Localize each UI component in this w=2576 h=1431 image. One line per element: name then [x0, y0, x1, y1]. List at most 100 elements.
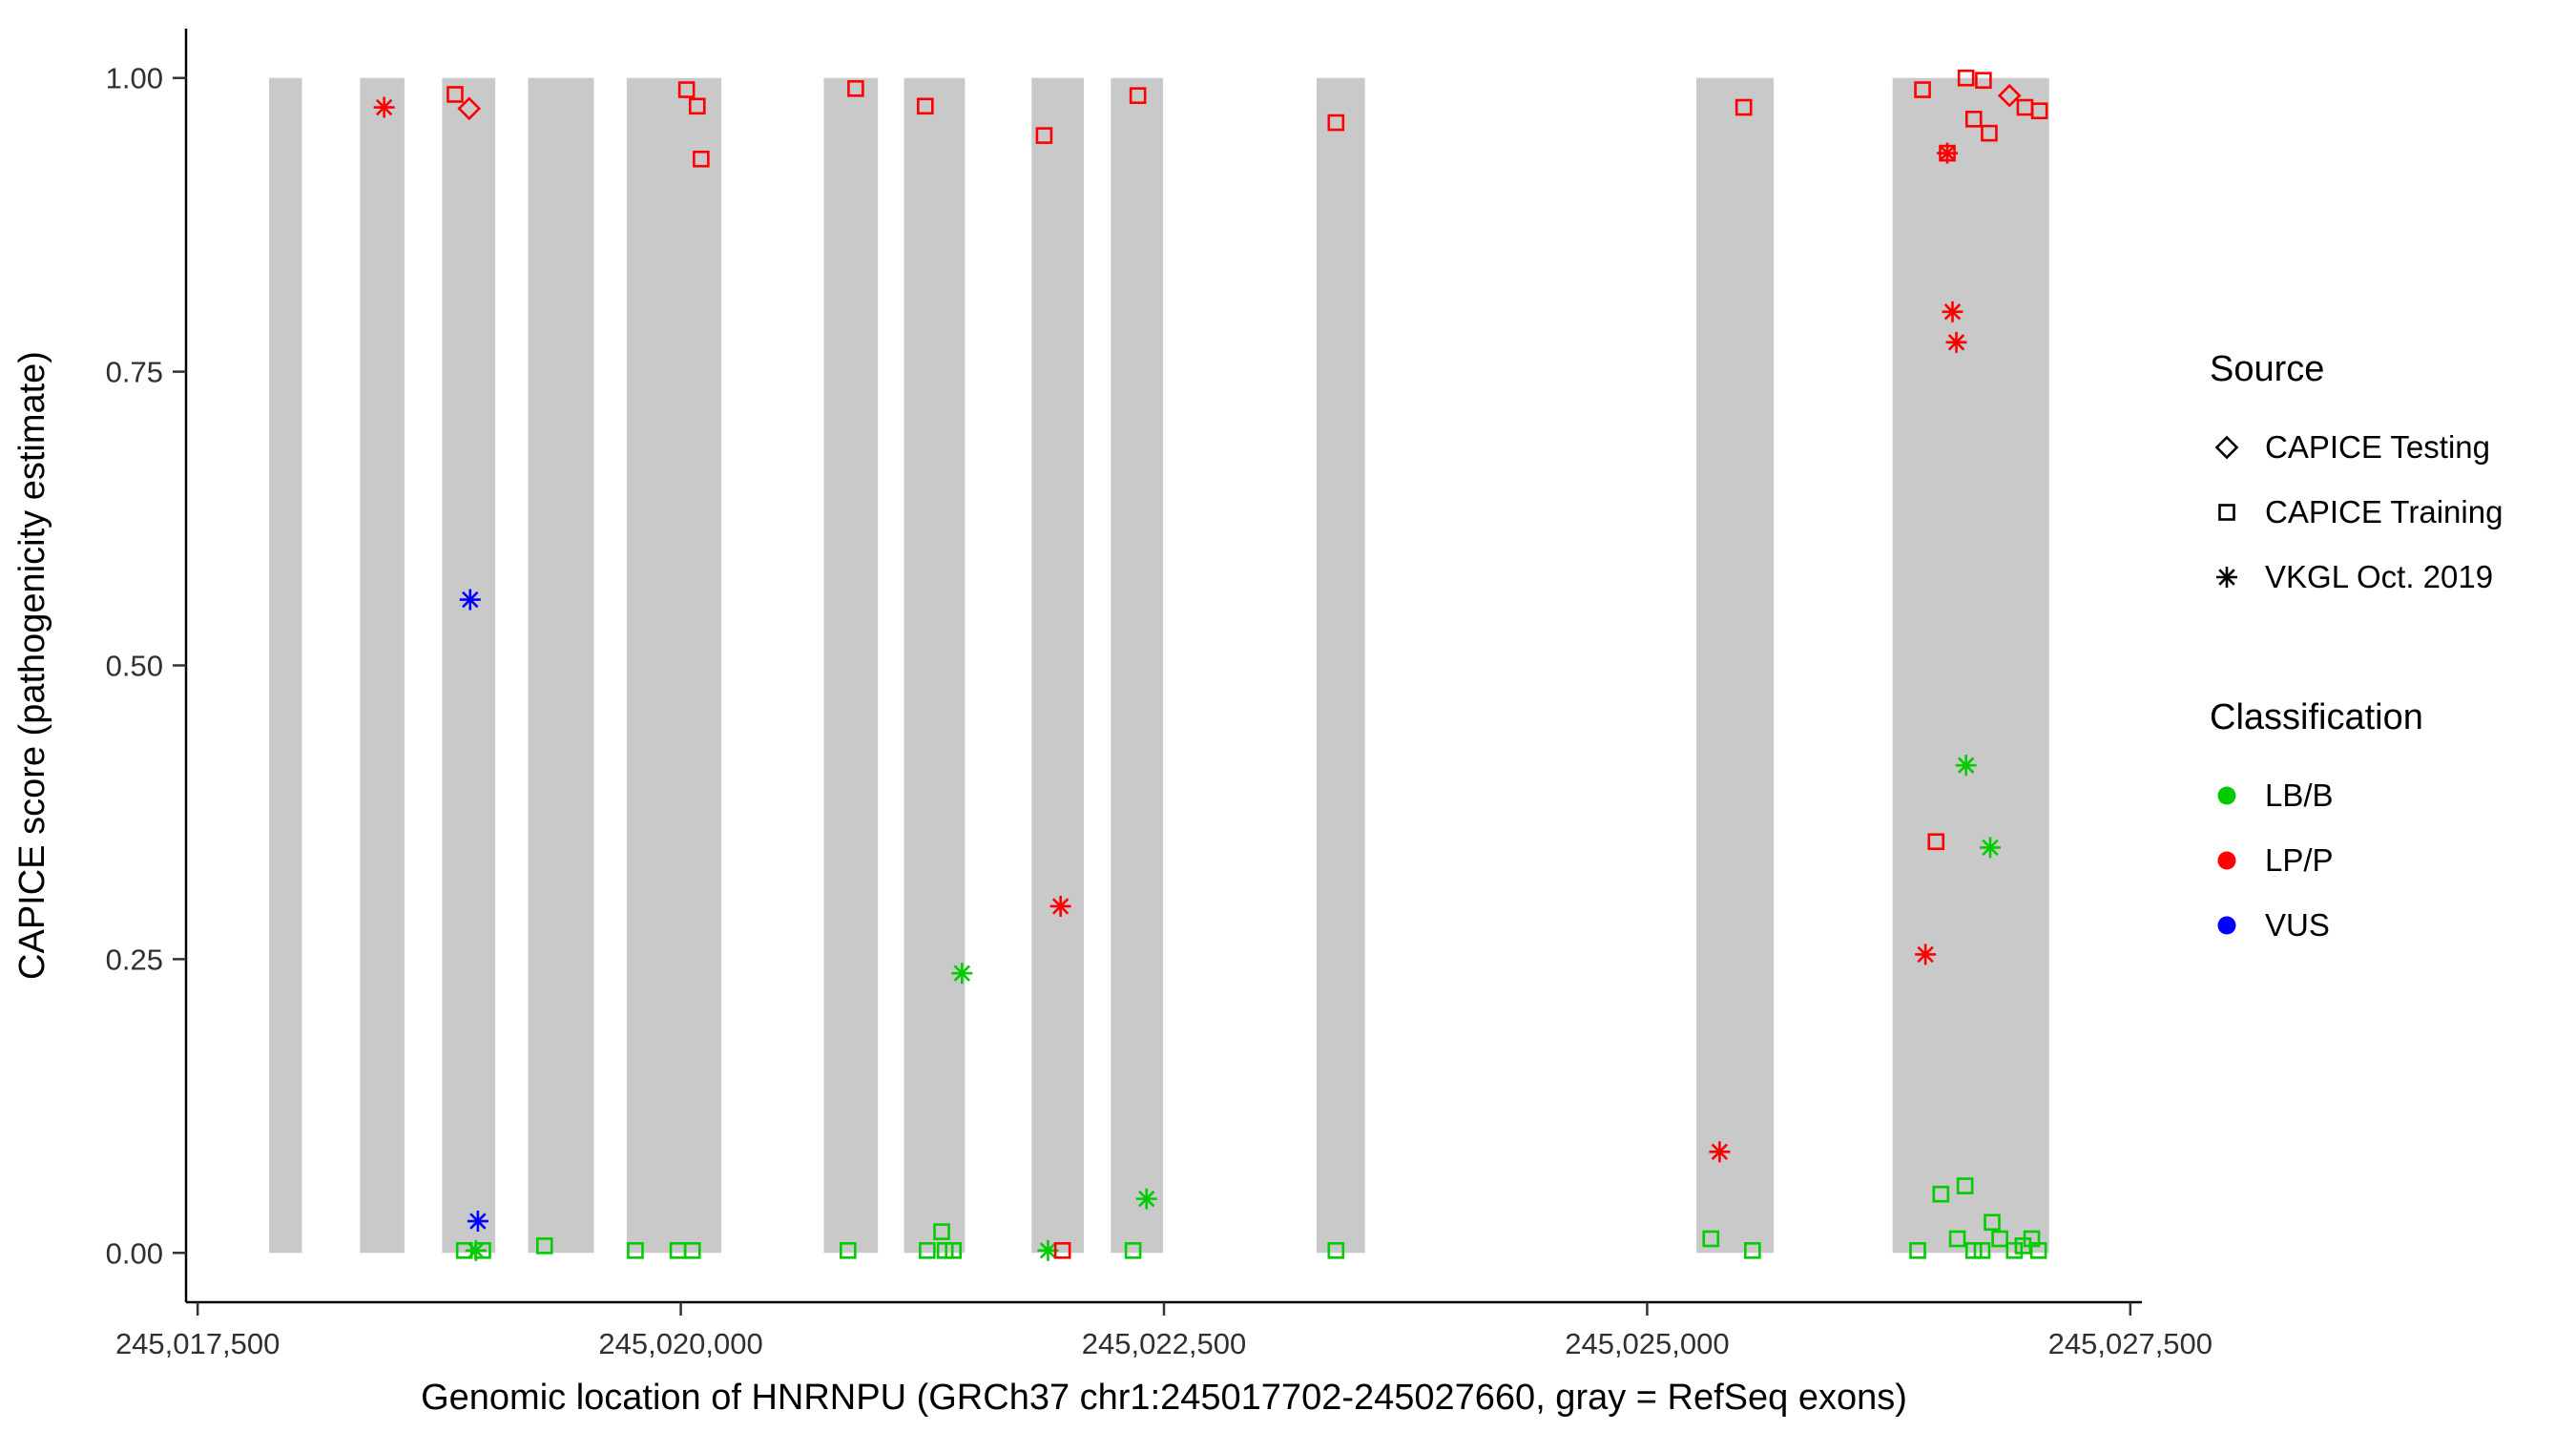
- square-marker-icon: [627, 1242, 644, 1259]
- square-marker-icon: [1984, 1213, 2001, 1232]
- legend-source-label: CAPICE Testing: [2265, 429, 2490, 465]
- asterisk-marker-icon: [1049, 895, 1071, 917]
- square-marker-icon: [2029, 1242, 2047, 1259]
- x-axis-tick-label: 245,020,000: [598, 1327, 762, 1360]
- square-marker-icon: [1327, 1242, 1345, 1259]
- square-marker-icon: [1053, 1242, 1071, 1259]
- square-marker-icon: [1914, 81, 1931, 98]
- data-point: [1991, 1230, 2008, 1248]
- data-point: [919, 1242, 936, 1259]
- square-marker-icon: [1956, 1177, 1974, 1194]
- data-point: [1129, 87, 1147, 104]
- asterisk-marker-icon: [1135, 1188, 1157, 1210]
- data-point: [693, 150, 710, 168]
- square-marker-icon: [1973, 1242, 1991, 1259]
- square-marker-icon: [1948, 1230, 1966, 1248]
- data-point: [1327, 1242, 1345, 1259]
- data-point: [847, 80, 864, 97]
- data-point: [683, 1242, 701, 1259]
- square-marker-icon: [677, 81, 696, 98]
- square-marker-icon: [474, 1242, 491, 1259]
- data-point: [1049, 895, 1071, 917]
- exon-bar: [1696, 77, 1775, 1254]
- data-point: [1948, 1230, 1966, 1248]
- data-point: [839, 1242, 857, 1259]
- exon-bar: [442, 77, 496, 1254]
- data-point: [1979, 837, 2001, 859]
- legend-classification-item: VUS: [2210, 893, 2503, 958]
- y-axis-tick-label: 0.00: [106, 1236, 163, 1270]
- legend: Source CAPICE Testing CAPICE Training VKGL…: [2210, 349, 2503, 1046]
- square-marker-icon: [917, 97, 934, 115]
- square-marker-icon: [683, 1242, 701, 1259]
- square-marker-icon: [919, 1242, 936, 1259]
- data-point: [677, 81, 696, 98]
- square-marker-icon: [1327, 114, 1345, 132]
- y-axis-tick-label: 0.25: [106, 943, 163, 976]
- square-marker-icon: [2030, 102, 2048, 120]
- square-marker-icon: [1932, 1185, 1950, 1203]
- data-point: [917, 97, 934, 115]
- square-marker-icon: [1981, 124, 1998, 142]
- data-point: [1124, 1242, 1142, 1259]
- data-point: [1909, 1242, 1926, 1259]
- asterisk-marker-icon: [1942, 301, 1963, 322]
- data-point: [1932, 1185, 1950, 1203]
- data-point: [1957, 69, 1975, 87]
- exon-bar: [823, 77, 879, 1254]
- data-point: [1945, 331, 1967, 353]
- data-point: [459, 589, 481, 611]
- data-point: [1956, 1177, 1974, 1194]
- legend-classification-label: VUS: [2265, 907, 2330, 943]
- square-marker-icon: [1909, 1242, 1926, 1259]
- data-point: [1964, 111, 1983, 128]
- diamond-marker-icon: [457, 96, 482, 121]
- square-icon: [2218, 504, 2235, 521]
- exon-bar: [626, 77, 722, 1254]
- legend-classification-group: Classification LB/B LP/P VUS: [2210, 697, 2503, 958]
- square-marker-icon: [447, 86, 464, 103]
- legend-source-label: CAPICE Training: [2265, 494, 2503, 529]
- x-axis-tick-label: 245,025,000: [1565, 1327, 1729, 1360]
- square-marker-icon: [535, 1237, 553, 1255]
- data-point: [1135, 1188, 1157, 1210]
- data-point: [1744, 1242, 1761, 1259]
- data-point: [457, 96, 482, 121]
- legend-classification-label: LB/B: [2265, 778, 2334, 813]
- exon-bar: [1317, 77, 1365, 1254]
- data-point: [1327, 114, 1345, 132]
- data-point: [688, 97, 706, 115]
- legend-classification-label: LP/P: [2265, 842, 2334, 878]
- square-marker-icon: [1702, 1230, 1720, 1248]
- square-marker-icon: [1035, 127, 1053, 144]
- diamond-marker-icon: [1997, 83, 2022, 108]
- color-dot-icon: [2217, 916, 2236, 935]
- square-marker-icon: [1744, 1242, 1761, 1259]
- data-point: [1927, 833, 1945, 851]
- y-axis-tick-label: 0.75: [106, 356, 163, 389]
- asterisk-marker-icon: [2216, 567, 2237, 588]
- legend-classification-item: LP/P: [2210, 828, 2503, 893]
- data-point: [447, 86, 464, 103]
- y-axis-tick-label: 0.50: [106, 650, 163, 683]
- legend-classification-item: LB/B: [2210, 763, 2503, 828]
- exon-bar: [1031, 77, 1084, 1254]
- exon-bar: [1111, 77, 1163, 1254]
- asterisk-marker-icon: [951, 963, 973, 985]
- y-axis-tick-label: 1.00: [106, 62, 163, 95]
- legend-source-item: VKGL Oct. 2019: [2210, 545, 2503, 610]
- asterisk-marker-icon: [1915, 944, 1937, 965]
- color-dot-icon: [2217, 851, 2236, 870]
- data-point: [2005, 1242, 2024, 1259]
- square-marker-icon: [1964, 111, 1983, 128]
- square-marker-icon: [2218, 504, 2235, 521]
- asterisk-marker-icon: [1945, 331, 1967, 353]
- asterisk-marker-icon: [1709, 1141, 1731, 1163]
- asterisk-marker-icon: [1955, 755, 1977, 777]
- asterisk-marker-icon: [1037, 1239, 1059, 1261]
- data-point: [1037, 1239, 1059, 1261]
- square-marker-icon: [1735, 98, 1753, 116]
- legend-source-items: CAPICE Testing CAPICE Training VKGL Oct. 2…: [2210, 415, 2503, 610]
